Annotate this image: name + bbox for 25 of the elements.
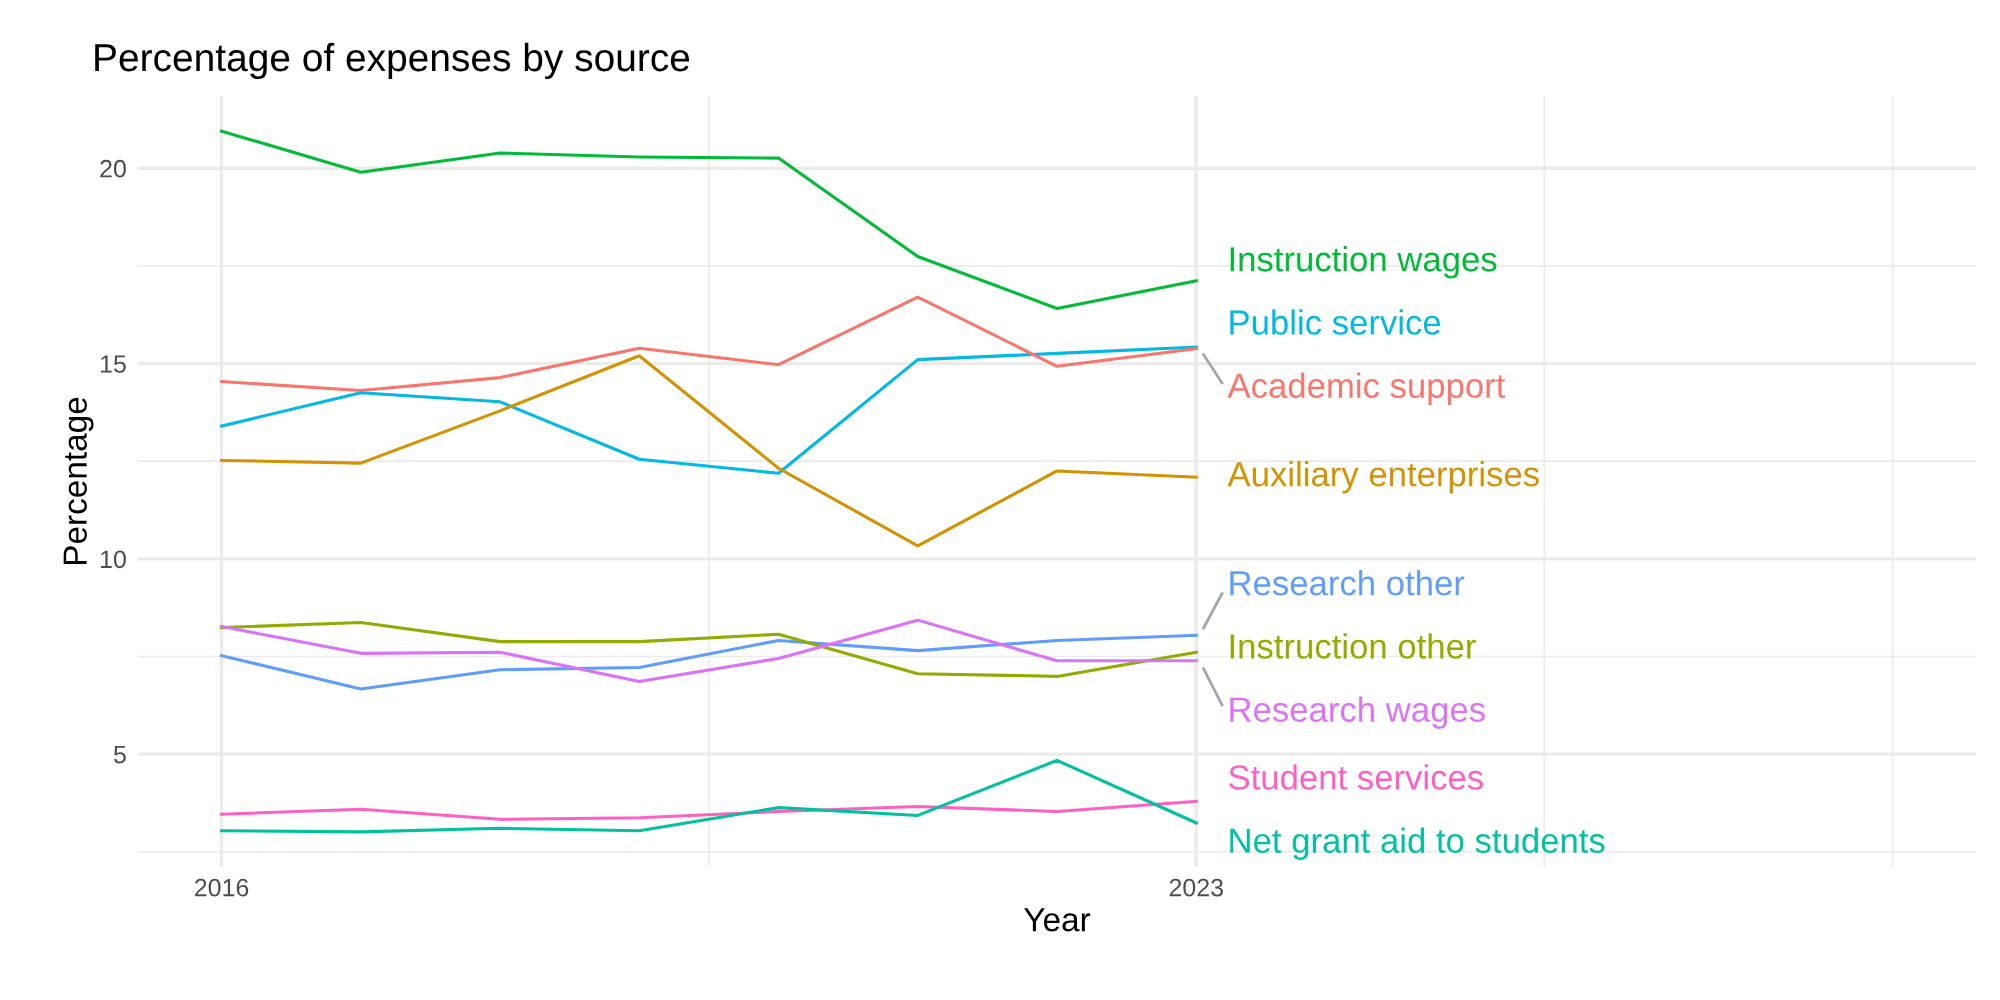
series-label: Student services: [1229, 764, 1483, 790]
line-series: [220, 799, 1198, 821]
line-series: [220, 129, 1198, 310]
line-series: [220, 758, 1198, 834]
x-axis-title: Year: [1024, 908, 1091, 932]
series-label: Net grant aid to students: [1230, 827, 1605, 860]
chart-title: Percentage of expenses by source: [95, 42, 690, 80]
series-label: Public service: [1230, 309, 1441, 335]
series-label: Instruction wages: [1230, 246, 1497, 279]
x-tick-label: 2016: [195, 878, 249, 897]
y-tick-label: 15: [100, 355, 126, 373]
series-label: Research other: [1230, 570, 1465, 596]
x-tick-label: 2023: [1169, 878, 1223, 897]
y-tick-label: 20: [100, 159, 126, 178]
y-tick-label: 5: [113, 745, 126, 764]
y-axis-title: Percentage: [63, 397, 94, 565]
series-label: Research wages: [1230, 696, 1485, 729]
line-series: [220, 354, 1198, 548]
series-label: Auxiliary enterprises: [1227, 461, 1539, 494]
y-tick-label: 10: [100, 550, 126, 569]
line-series: [220, 633, 1198, 691]
series-label: Instruction other: [1230, 633, 1476, 659]
series-label: Academic support: [1227, 372, 1506, 405]
line-series: [220, 345, 1198, 475]
line-series: [220, 295, 1198, 393]
